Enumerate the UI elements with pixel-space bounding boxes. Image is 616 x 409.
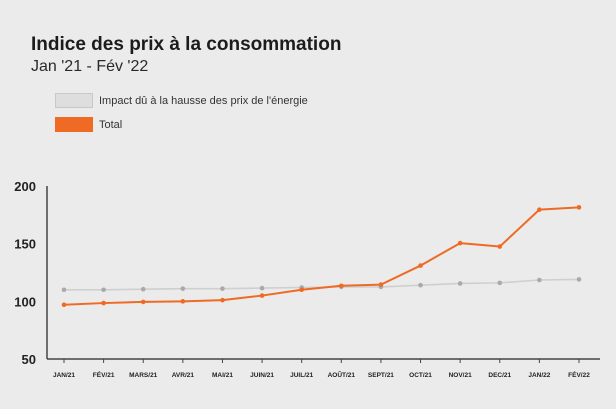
x-tick-label: JAN/22 bbox=[528, 372, 550, 379]
data-point-total bbox=[457, 240, 463, 246]
x-tick-label: MARS/21 bbox=[129, 372, 158, 379]
data-point-total bbox=[537, 207, 542, 212]
x-tick-label: JUIN/21 bbox=[250, 372, 274, 379]
data-point-total bbox=[61, 302, 67, 308]
data-point-energy bbox=[576, 277, 582, 282]
data-point-total bbox=[259, 293, 265, 298]
x-tick-label: AOÛT/21 bbox=[328, 370, 356, 379]
legend-swatch-energy bbox=[55, 93, 93, 108]
data-point-total bbox=[418, 263, 423, 268]
x-tick-label: SEPT/21 bbox=[368, 372, 394, 379]
x-tick-label: FÉV/22 bbox=[568, 370, 590, 379]
data-point-energy bbox=[537, 277, 542, 283]
x-tick-label: OCT/21 bbox=[409, 372, 432, 379]
data-point-energy bbox=[180, 286, 186, 291]
data-point-energy bbox=[418, 282, 423, 288]
x-tick-label: JUIL/21 bbox=[290, 372, 314, 379]
legend-item-total: Total bbox=[55, 116, 308, 133]
data-point-total bbox=[378, 282, 384, 287]
y-tick-label: 50 bbox=[22, 352, 36, 367]
data-point-energy bbox=[457, 281, 463, 286]
data-point-total bbox=[299, 287, 304, 293]
legend-label-energy: Impact dû à la hausse des prix de l'éner… bbox=[99, 94, 308, 107]
data-point-total bbox=[497, 244, 503, 249]
data-point-total bbox=[101, 300, 106, 306]
x-tick-label: AVR/21 bbox=[172, 372, 195, 379]
data-point-energy bbox=[61, 287, 67, 293]
chart-title: Indice des prix à la consommation bbox=[31, 34, 342, 55]
data-point-energy bbox=[220, 286, 225, 291]
data-point-total bbox=[180, 299, 186, 304]
data-point-total bbox=[220, 297, 225, 303]
x-tick-label: NOV/21 bbox=[449, 372, 473, 379]
data-point-energy bbox=[497, 280, 503, 286]
data-point-energy bbox=[101, 287, 106, 293]
x-tick-label: FÉV/21 bbox=[93, 370, 115, 379]
legend-item-energy: Impact dû à la hausse des prix de l'éner… bbox=[55, 92, 308, 109]
chart-subtitle: Jan '21 - Fév '22 bbox=[31, 58, 149, 75]
data-point-total bbox=[140, 299, 146, 305]
legend: Impact dû à la hausse des prix de l'éner… bbox=[55, 92, 308, 140]
data-point-energy bbox=[140, 286, 146, 292]
y-tick-label: 100 bbox=[14, 294, 36, 309]
x-tick-label: MAI/21 bbox=[212, 372, 233, 379]
data-point-energy bbox=[259, 285, 265, 291]
y-tick-label: 200 bbox=[14, 179, 36, 194]
legend-label-total: Total bbox=[99, 118, 123, 131]
data-point-total bbox=[339, 283, 344, 289]
series-line-total bbox=[63, 206, 580, 306]
data-point-total bbox=[576, 205, 582, 210]
legend-swatch-total bbox=[55, 117, 93, 132]
x-tick-label: DEC/21 bbox=[488, 372, 511, 379]
y-tick-label: 150 bbox=[14, 237, 36, 252]
x-tick-label: JAN/21 bbox=[53, 372, 75, 379]
